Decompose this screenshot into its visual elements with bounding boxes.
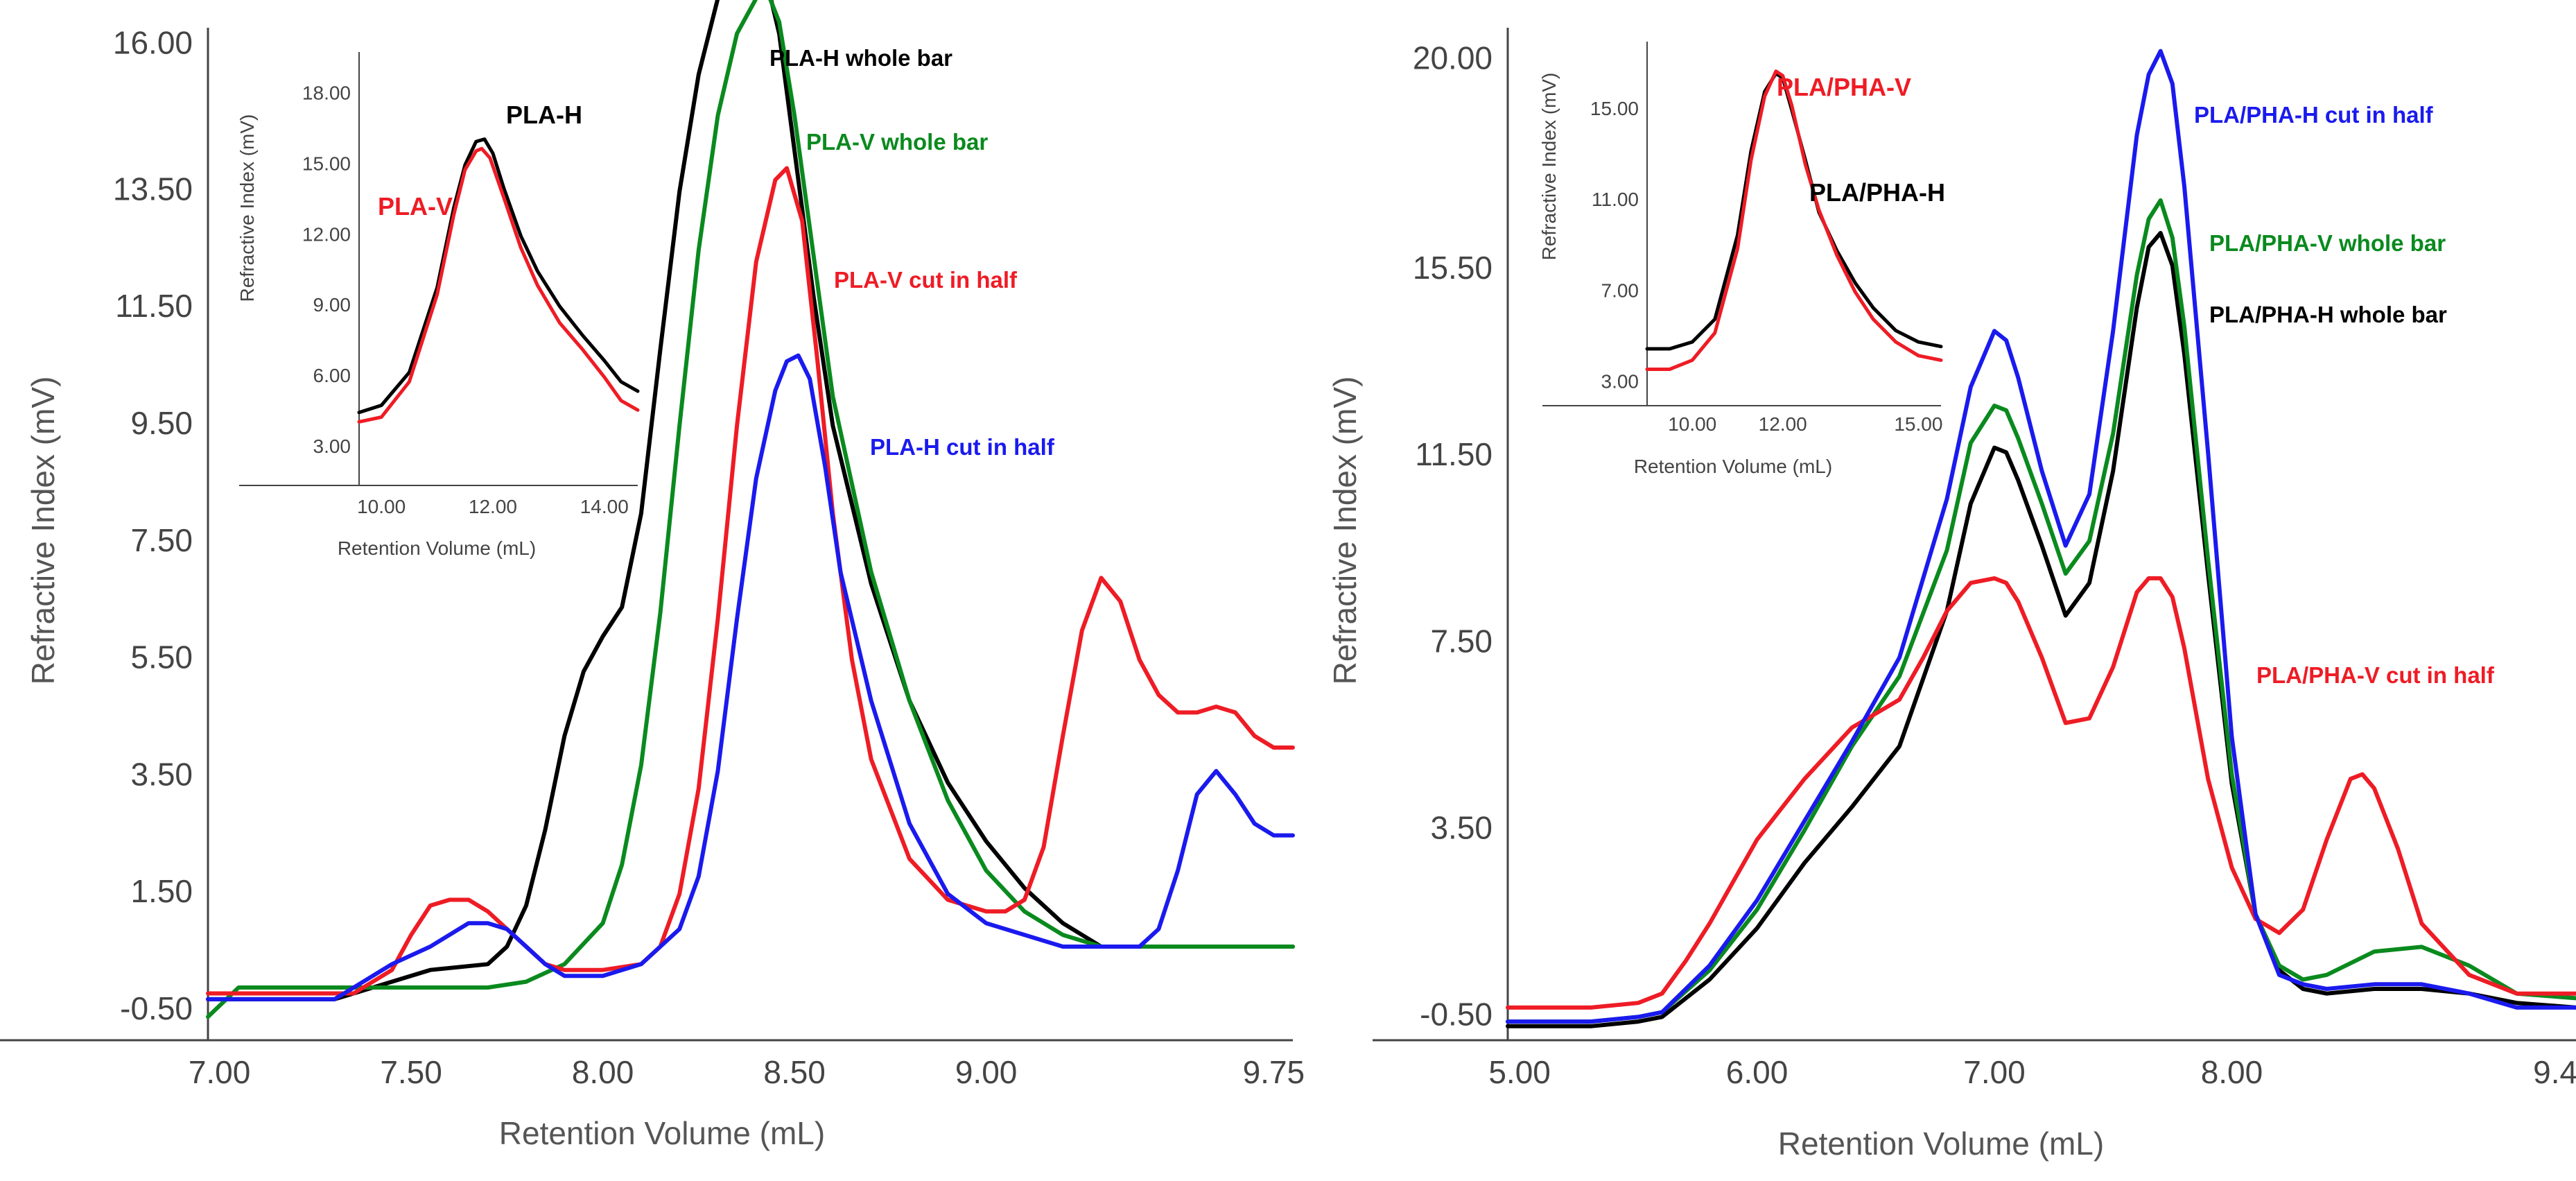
right-inset-chart: 3.00 7.00 11.00 15.00 10.00 12.00 15.00 Reten… bbox=[1538, 42, 1945, 477]
label-pla-pha-v-whole-bar: PLA/PHA-V whole bar bbox=[2209, 230, 2446, 256]
series-line-pla-pha-v-cut-in-half bbox=[1506, 576, 2576, 1010]
left-inset-series-lines bbox=[357, 137, 640, 424]
left-inset-x-tick-label: 12.00 bbox=[469, 496, 517, 517]
series-line-pla-h bbox=[357, 137, 640, 415]
left-y-tick-label: -0.50 bbox=[120, 990, 193, 1026]
left-series-lines bbox=[206, 0, 1295, 1019]
series-line-pla-v bbox=[357, 146, 640, 424]
right-inset-x-tick-labels: 10.00 12.00 15.00 bbox=[1668, 413, 1942, 435]
right-inset-x-axis-title: Retention Volume (mL) bbox=[1634, 456, 1832, 477]
series-line-pla-v-cut-in-half bbox=[206, 166, 1295, 996]
right-y-tick-label: -0.50 bbox=[1420, 997, 1492, 1033]
left-x-tick-label: 9.00 bbox=[955, 1054, 1018, 1090]
left-x-tick-label: 7.00 bbox=[189, 1054, 251, 1090]
label-inset-pla-pha-v: PLA/PHA-V bbox=[1777, 73, 1911, 101]
label-inset-pla-v: PLA-V bbox=[378, 192, 453, 221]
left-y-tick-label: 7.50 bbox=[130, 522, 193, 558]
label-pla-v-whole-bar: PLA-V whole bar bbox=[806, 129, 988, 155]
left-y-tick-label: 9.50 bbox=[130, 405, 193, 441]
left-inset-y-tick-label: 9.00 bbox=[313, 294, 351, 316]
left-x-tick-label: 8.00 bbox=[572, 1054, 634, 1090]
left-x-tick-label: 9.75 bbox=[1243, 1054, 1305, 1090]
left-inset-x-tick-label: 14.00 bbox=[580, 496, 629, 517]
right-y-axis-title: Refractive Index (mV) bbox=[1327, 377, 1363, 685]
right-y-tick-label: 11.50 bbox=[1415, 436, 1492, 472]
left-inset-y-tick-label: 12.00 bbox=[302, 223, 351, 245]
right-x-tick-label: 5.00 bbox=[1488, 1054, 1551, 1090]
left-inset-y-tick-labels: 3.00 6.00 9.00 12.00 15.00 18.00 bbox=[302, 83, 351, 458]
right-x-axis-title: Retention Volume (mL) bbox=[1778, 1126, 2104, 1162]
right-y-tick-label: 7.50 bbox=[1430, 623, 1492, 659]
series-line-pla-pha-h-whole-bar bbox=[1506, 231, 2576, 1028]
left-y-axis-title: Refractive Index (mV) bbox=[25, 377, 61, 685]
left-y-tick-label: 3.50 bbox=[130, 756, 193, 792]
right-x-tick-label: 6.00 bbox=[1726, 1054, 1789, 1090]
left-x-tick-labels: 7.00 7.50 8.00 8.50 9.00 9.75 bbox=[189, 1054, 1305, 1090]
label-pla-pha-v-cut-in-half: PLA/PHA-V cut in half bbox=[2256, 662, 2495, 688]
right-inset-x-tick-label: 15.00 bbox=[1894, 413, 1942, 435]
left-inset-x-axis-title: Retention Volume (mL) bbox=[338, 537, 536, 559]
left-y-tick-labels: -0.50 1.50 3.50 5.50 7.50 9.50 11.50 13.50 16.00 bbox=[113, 24, 193, 1026]
label-pla-pha-h-whole-bar: PLA/PHA-H whole bar bbox=[2209, 302, 2447, 327]
right-inset-y-tick-label: 11.00 bbox=[1592, 189, 1639, 210]
label-inset-pla-h: PLA-H bbox=[506, 101, 582, 129]
left-inset-y-tick-label: 18.00 bbox=[302, 83, 351, 104]
right-inset-y-tick-label: 7.00 bbox=[1601, 279, 1639, 301]
label-pla-h-cut-in-half: PLA-H cut in half bbox=[870, 434, 1055, 460]
left-inset-x-tick-label: 10.00 bbox=[357, 496, 406, 517]
right-inset-x-tick-label: 10.00 bbox=[1668, 413, 1716, 435]
series-line-pla-pha-v-whole-bar bbox=[1506, 198, 2576, 1024]
right-inset-y-tick-label: 3.00 bbox=[1601, 371, 1639, 393]
left-inset-y-tick-label: 6.00 bbox=[313, 365, 351, 386]
series-line-pla-pha-v bbox=[1645, 69, 1943, 371]
right-y-tick-label: 20.00 bbox=[1413, 40, 1492, 76]
left-inset-y-tick-label: 15.00 bbox=[302, 153, 351, 174]
series-line-pla-h-whole-bar bbox=[206, 0, 1295, 1001]
right-chart-panel: -0.50 3.50 7.50 11.50 15.50 20.00 5.00 6.00 7.0… bbox=[1327, 28, 2576, 1162]
right-inset-series-lines bbox=[1645, 69, 1943, 371]
label-pla-pha-h-cut-in-half: PLA/PHA-H cut in half bbox=[2194, 102, 2434, 128]
right-inset-y-axis-title: Refractive Index (mV) bbox=[1538, 73, 1560, 261]
label-inset-pla-pha-h: PLA/PHA-H bbox=[1809, 178, 1945, 207]
right-series-lines bbox=[1506, 49, 2576, 1028]
right-inset-y-tick-labels: 3.00 7.00 11.00 15.00 bbox=[1590, 98, 1639, 393]
right-inset-y-tick-label: 15.00 bbox=[1590, 98, 1639, 119]
left-y-tick-label: 5.50 bbox=[130, 639, 193, 675]
left-y-tick-label: 11.50 bbox=[115, 288, 193, 324]
label-pla-h-whole-bar: PLA-H whole bar bbox=[769, 45, 952, 71]
right-x-tick-label: 8.00 bbox=[2201, 1054, 2263, 1090]
left-y-tick-label: 16.00 bbox=[113, 24, 193, 60]
right-y-tick-label: 3.50 bbox=[1430, 809, 1492, 845]
left-inset-y-axis-title: Refractive Index (mV) bbox=[236, 114, 258, 302]
left-chart-panel: -0.50 1.50 3.50 5.50 7.50 9.50 11.50 13.50 16.00… bbox=[0, 0, 1305, 1151]
series-line-pla-v-whole-bar bbox=[206, 0, 1295, 1019]
left-x-tick-label: 8.50 bbox=[763, 1054, 826, 1090]
right-x-tick-labels: 5.00 6.00 7.00 8.00 9.40 bbox=[1488, 1054, 2576, 1090]
left-inset-chart: 3.00 6.00 9.00 12.00 15.00 18.00 10.00 12.00 14… bbox=[236, 52, 640, 559]
right-y-tick-labels: -0.50 3.50 7.50 11.50 15.50 20.00 bbox=[1413, 40, 1492, 1032]
left-x-axis-title: Retention Volume (mL) bbox=[499, 1115, 825, 1151]
series-line-pla-pha-h-cut-in-half bbox=[1506, 49, 2576, 1024]
right-x-tick-label: 9.40 bbox=[2533, 1054, 2576, 1090]
left-inset-x-tick-labels: 10.00 12.00 14.00 bbox=[357, 496, 629, 517]
right-y-tick-label: 15.50 bbox=[1413, 250, 1492, 286]
left-y-tick-label: 13.50 bbox=[113, 171, 193, 207]
left-inset-y-tick-label: 3.00 bbox=[313, 436, 351, 457]
right-x-tick-label: 7.00 bbox=[1963, 1054, 2026, 1090]
series-line-pla-h-cut-in-half bbox=[206, 353, 1295, 1001]
label-pla-v-cut-in-half: PLA-V cut in half bbox=[834, 267, 1018, 293]
right-inset-x-tick-label: 12.00 bbox=[1759, 413, 1807, 435]
left-x-tick-label: 7.50 bbox=[380, 1054, 442, 1090]
left-y-tick-label: 1.50 bbox=[130, 873, 193, 909]
